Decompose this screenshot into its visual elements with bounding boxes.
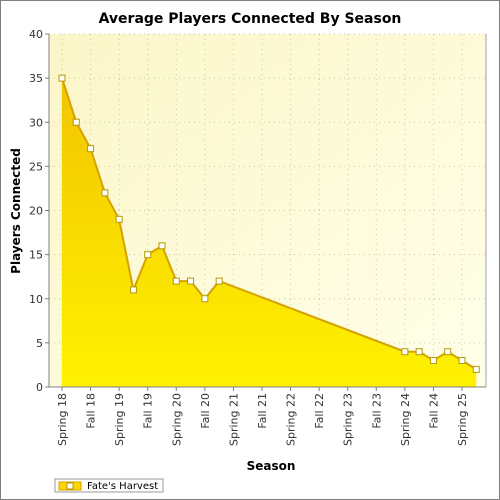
y-tick-label: 35 <box>29 72 43 85</box>
data-point <box>129 286 137 294</box>
x-tick-label: Spring 25 <box>456 393 469 446</box>
x-axis-ticks: Spring 18 Fall 18 Spring 19 Fall 19 Spring 2… <box>56 387 469 446</box>
data-point <box>101 189 109 197</box>
x-tick-label: Fall 19 <box>142 393 155 429</box>
data-point <box>172 277 180 285</box>
legend-box <box>54 478 164 493</box>
x-axis-title: Season <box>247 459 296 473</box>
y-tick-label: 40 <box>29 28 43 41</box>
data-point <box>444 348 452 356</box>
x-tick-label: Fall 21 <box>256 393 269 429</box>
x-tick-label: Spring 23 <box>342 393 355 446</box>
y-axis-title: Players Connected <box>9 148 23 274</box>
data-point <box>415 348 423 356</box>
data-point <box>215 277 223 285</box>
data-point <box>158 242 166 250</box>
data-point <box>187 277 195 285</box>
x-tick-label: Fall 18 <box>85 393 98 429</box>
y-tick-label: 15 <box>29 249 43 262</box>
x-tick-label: Spring 18 <box>56 393 69 446</box>
data-point <box>401 348 409 356</box>
x-tick-label: Spring 24 <box>399 393 412 446</box>
data-point <box>58 74 66 82</box>
y-tick-label: 10 <box>29 293 43 306</box>
y-tick-label: 20 <box>29 205 43 218</box>
y-tick-label: 30 <box>29 116 43 129</box>
data-point <box>72 118 80 126</box>
data-point <box>201 295 209 303</box>
x-tick-label: Spring 21 <box>227 393 240 446</box>
chart-title: Average Players Connected By Season <box>99 11 402 27</box>
y-tick-label: 5 <box>36 337 43 350</box>
x-tick-label: Spring 20 <box>170 393 183 446</box>
series-markers <box>58 74 480 373</box>
y-tick-label: 0 <box>36 381 43 394</box>
legend-marker <box>66 482 74 490</box>
data-point <box>429 357 437 365</box>
data-point <box>144 251 152 259</box>
x-tick-label: Fall 20 <box>199 393 212 429</box>
x-tick-label: Fall 23 <box>370 393 383 429</box>
x-tick-label: Spring 22 <box>285 393 298 446</box>
legend: Fate's Harvest <box>54 478 164 493</box>
y-axis-ticks: 0 5 10 15 20 25 30 35 40 <box>29 28 49 394</box>
data-point <box>472 365 480 373</box>
data-point <box>87 145 95 153</box>
data-point <box>458 357 466 365</box>
x-tick-label: Fall 24 <box>427 393 440 429</box>
legend-label: Fate's Harvest <box>87 481 158 492</box>
series-area <box>62 78 477 387</box>
data-point <box>115 215 123 223</box>
x-tick-label: Fall 22 <box>313 393 326 429</box>
x-tick-label: Spring 19 <box>113 393 126 446</box>
y-tick-label: 25 <box>29 160 43 173</box>
